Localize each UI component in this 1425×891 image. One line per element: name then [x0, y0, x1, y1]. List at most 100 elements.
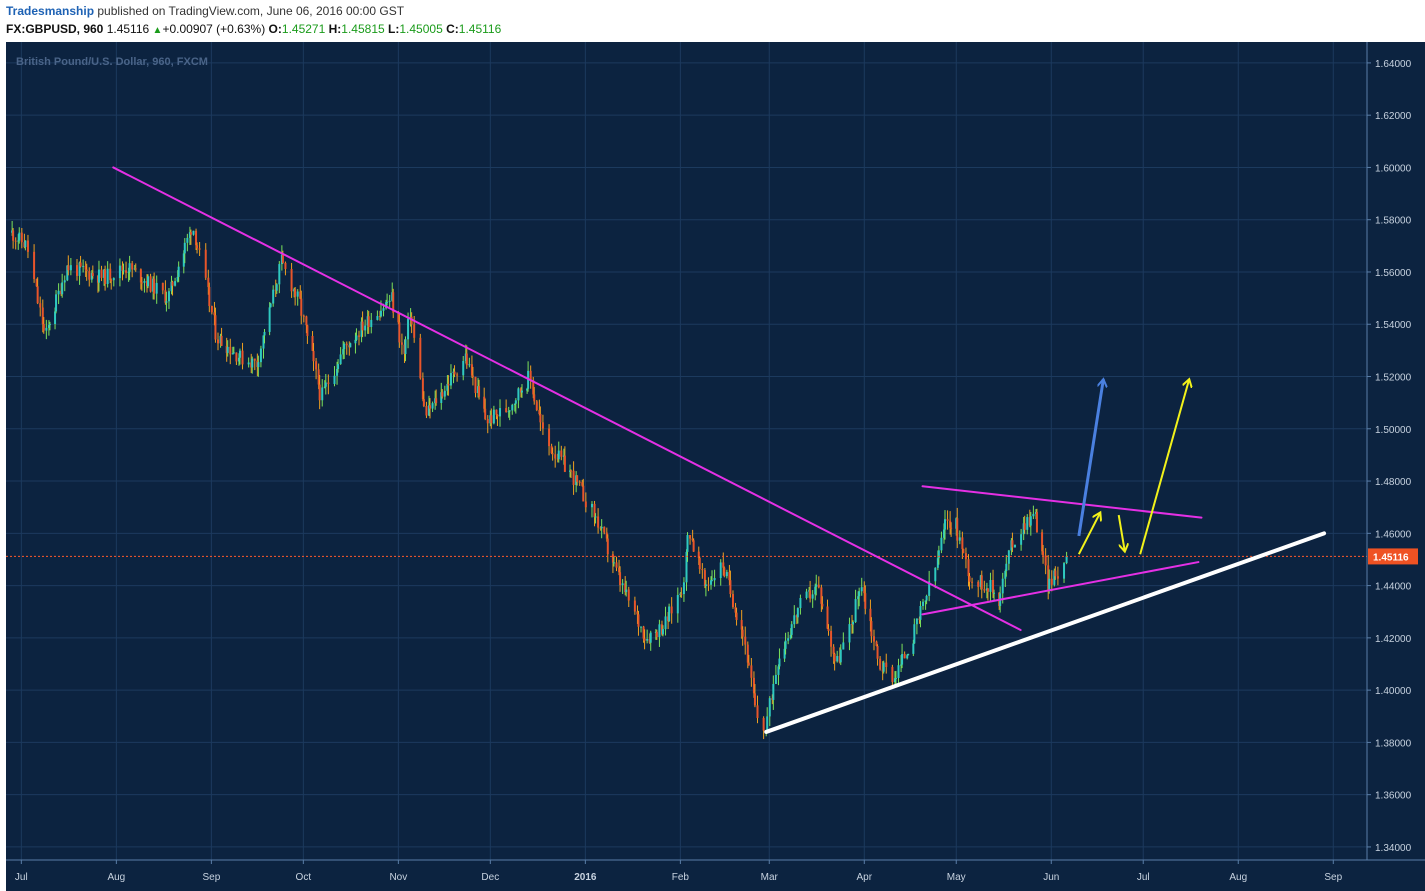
candle-body [750, 665, 753, 678]
candle-body [839, 649, 842, 663]
candle-body [692, 540, 695, 552]
candle-body [272, 289, 275, 304]
candle-body [431, 403, 434, 409]
close-label: C: [446, 22, 459, 36]
candle-body [149, 276, 152, 292]
candle-body [597, 516, 600, 528]
price-chart[interactable]: 1.64000 1.62000 1.60000 1.58000 1.56000 1.540… [0, 42, 1425, 891]
y-tick-label: 1.36000 [1375, 791, 1412, 802]
candle-body [17, 240, 20, 242]
candle-body [615, 562, 618, 568]
candle-body [983, 589, 986, 591]
candle-body [139, 269, 142, 283]
candle-body [428, 405, 431, 416]
candle-body [177, 266, 180, 277]
y-tick-label: 1.48000 [1375, 477, 1412, 488]
candle-body [894, 678, 897, 680]
x-tick-label: Jun [1043, 872, 1059, 883]
time-axis[interactable] [6, 860, 1425, 891]
candle-body [134, 268, 137, 270]
candle-body [263, 331, 266, 336]
candle-body [337, 364, 340, 370]
candle-body [174, 281, 177, 286]
candle-body [262, 335, 265, 349]
candle-body [722, 562, 725, 568]
candle-body [686, 535, 689, 552]
candle-body [484, 408, 487, 419]
y-tick-label: 1.44000 [1375, 582, 1412, 593]
candle-body [435, 398, 438, 403]
candle-body [91, 273, 94, 277]
author-name[interactable]: Tradesmanship [6, 4, 95, 18]
candle-body [1041, 532, 1044, 552]
candle-body [1054, 570, 1057, 577]
candle-body [703, 570, 706, 586]
candle-body [85, 269, 88, 272]
candle-body [946, 519, 949, 521]
candle-body [483, 396, 486, 409]
publish-info: Tradesmanship published on TradingView.c… [6, 4, 404, 22]
candle-body [777, 666, 780, 675]
candle-body [470, 364, 473, 376]
candle-body [300, 298, 303, 316]
candle-body [600, 526, 603, 529]
candle-body [576, 475, 579, 482]
candle-body [66, 265, 69, 281]
candle-body [397, 312, 400, 323]
yellow-arrow [1077, 512, 1100, 555]
candle-body [762, 717, 765, 731]
candle-body [208, 287, 211, 306]
candle-body [723, 567, 726, 577]
candle-body [294, 289, 297, 297]
candle-body [572, 470, 575, 485]
candle-body [535, 401, 538, 411]
candle-body [879, 658, 882, 670]
candle-body [321, 387, 324, 401]
candle-body [305, 316, 308, 326]
symbol-label: FX:GBPUSD, 960 [6, 22, 104, 36]
x-tick-label: May [947, 872, 966, 883]
candle-body [925, 595, 928, 601]
high-label: H: [328, 22, 342, 36]
candle-body [468, 364, 471, 366]
blue-arrow [1077, 379, 1104, 537]
candle-body [195, 230, 198, 246]
x-tick-label: Feb [672, 872, 690, 883]
candle-body [560, 450, 563, 457]
candle-body [790, 624, 793, 635]
candle-body [453, 371, 456, 375]
candle-body [118, 265, 121, 279]
candle-body [429, 405, 432, 409]
plot-area[interactable] [6, 42, 1367, 860]
candle-body [311, 335, 314, 351]
candle-body [507, 411, 510, 413]
candle-body [241, 350, 244, 365]
candle-body [618, 567, 621, 573]
candle-body [1063, 563, 1066, 579]
candle-body [655, 631, 658, 638]
candle-body [519, 388, 522, 393]
candle-body [900, 664, 903, 666]
yellow-arrow [1139, 379, 1189, 555]
candle-body [1048, 578, 1051, 591]
candle-body [621, 583, 624, 585]
candle-body [809, 590, 812, 599]
candle-body [529, 370, 532, 381]
candle-body [112, 278, 115, 281]
candle-body [857, 596, 860, 600]
candle-body [658, 624, 661, 638]
candle-body [505, 408, 508, 413]
candle-body [670, 606, 673, 614]
candle-body [1026, 517, 1029, 530]
candle-body [79, 262, 82, 267]
candle-body [897, 665, 900, 679]
candle-body [231, 353, 234, 355]
candle-body [928, 581, 931, 596]
candle-body [100, 269, 103, 278]
y-tick-label: 1.54000 [1375, 320, 1412, 331]
price-axis[interactable] [1367, 42, 1425, 860]
candle-body [1004, 570, 1007, 579]
y-tick-label: 1.50000 [1375, 425, 1412, 436]
candle-body [317, 369, 320, 385]
candle-body [388, 300, 391, 302]
